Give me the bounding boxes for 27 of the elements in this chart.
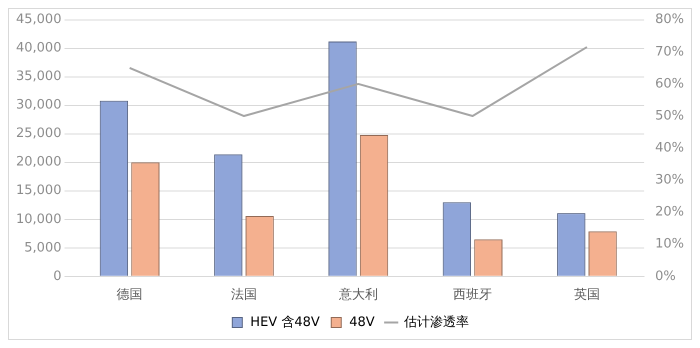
- y2-tick-label: 70%: [655, 44, 684, 60]
- y2-tick-label: 0%: [655, 268, 676, 284]
- y-tick-label: 30,000: [16, 98, 62, 113]
- legend-label: 48V: [349, 314, 375, 330]
- y2-tick-label: 40%: [655, 140, 684, 156]
- x-tick-label: 德国: [116, 288, 143, 303]
- legend-label: 估计渗透率: [403, 314, 470, 330]
- y-tick-label: 35,000: [16, 69, 62, 84]
- x-tick-label: 西班牙: [453, 288, 492, 303]
- x-tick-label: 英国: [574, 288, 600, 303]
- x-tick-label: 法国: [230, 288, 257, 303]
- y-tick-label: 5,000: [24, 240, 62, 256]
- y2-tick-label: 20%: [655, 204, 684, 220]
- x-tick-label: 意大利: [338, 288, 378, 303]
- y-tick-label: 20,000: [16, 154, 62, 170]
- y-tick-label: 45,000: [16, 12, 62, 28]
- legend-label: HEV 含48V: [250, 314, 320, 330]
- y2-tick-label: 30%: [655, 172, 684, 188]
- y2-tick-label: 10%: [655, 236, 684, 252]
- y-tick-label: 10,000: [16, 212, 62, 227]
- y-tick-label: 40,000: [16, 40, 62, 56]
- y2-tick-label: 50%: [655, 108, 684, 124]
- y-tick-label: 25,000: [16, 126, 62, 142]
- y-tick-label: 15,000: [16, 183, 62, 198]
- y-tick-label: 0: [53, 268, 62, 284]
- y2-tick-label: 60%: [655, 76, 684, 92]
- y2-tick-label: 80%: [655, 12, 684, 28]
